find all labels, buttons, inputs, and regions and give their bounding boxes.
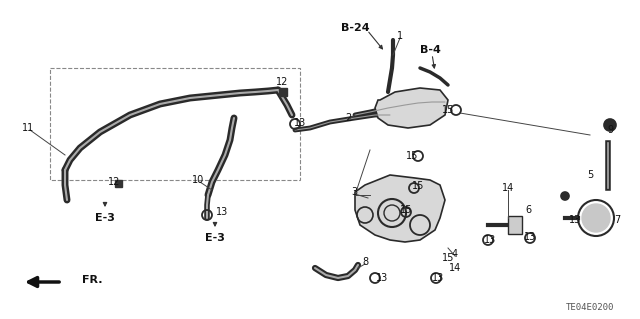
Text: 11: 11 bbox=[22, 123, 34, 133]
Bar bbox=[50, 68, 300, 180]
Text: 2: 2 bbox=[345, 113, 351, 123]
Text: 7: 7 bbox=[614, 215, 620, 225]
Text: 15: 15 bbox=[412, 181, 424, 191]
Text: 13: 13 bbox=[294, 118, 306, 128]
Text: B-4: B-4 bbox=[420, 45, 440, 55]
Text: 12: 12 bbox=[276, 77, 288, 87]
Text: 12: 12 bbox=[108, 177, 120, 187]
Polygon shape bbox=[355, 175, 445, 242]
Text: 15: 15 bbox=[442, 105, 454, 115]
Text: 6: 6 bbox=[525, 205, 531, 215]
Text: FR.: FR. bbox=[82, 275, 102, 285]
Text: 15: 15 bbox=[400, 205, 412, 215]
Text: 1: 1 bbox=[397, 31, 403, 41]
Text: 3: 3 bbox=[351, 187, 357, 197]
Text: 13: 13 bbox=[376, 273, 388, 283]
Circle shape bbox=[582, 204, 610, 232]
Text: 13: 13 bbox=[524, 232, 536, 242]
Text: 15: 15 bbox=[406, 151, 418, 161]
Text: E-3: E-3 bbox=[205, 233, 225, 243]
Circle shape bbox=[561, 192, 569, 200]
Text: 13: 13 bbox=[569, 215, 581, 225]
Text: B-24: B-24 bbox=[340, 23, 369, 33]
Bar bbox=[115, 180, 122, 187]
Circle shape bbox=[604, 119, 616, 131]
Text: 14: 14 bbox=[449, 263, 461, 273]
Text: 8: 8 bbox=[362, 257, 368, 267]
Text: 14: 14 bbox=[502, 183, 514, 193]
Text: 15: 15 bbox=[442, 253, 454, 263]
Text: TE04E0200: TE04E0200 bbox=[566, 303, 614, 313]
Text: 13: 13 bbox=[216, 207, 228, 217]
Bar bbox=[508, 216, 522, 234]
Text: 4: 4 bbox=[452, 249, 458, 259]
Text: 13: 13 bbox=[484, 235, 496, 245]
Text: E-3: E-3 bbox=[95, 213, 115, 223]
Polygon shape bbox=[375, 88, 448, 128]
Text: 5: 5 bbox=[587, 170, 593, 180]
Bar bbox=[279, 88, 287, 96]
Text: 13: 13 bbox=[432, 273, 444, 283]
Text: 9: 9 bbox=[607, 125, 613, 135]
Text: 10: 10 bbox=[192, 175, 204, 185]
